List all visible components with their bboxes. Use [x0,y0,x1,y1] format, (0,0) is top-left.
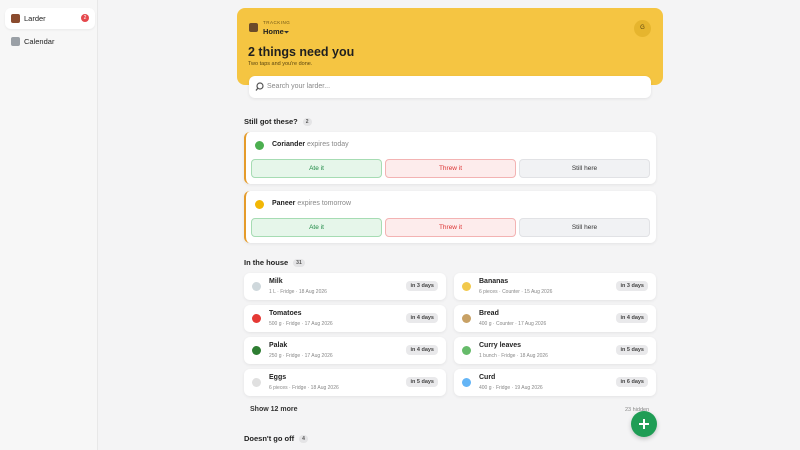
section-label: In the house [244,258,289,267]
action-button[interactable]: Threw it [385,218,516,237]
item-icon [462,346,471,355]
header-subtitle: Two taps and you're done. [248,61,313,67]
item-detail: 1 bunch · Fridge · 18 Aug 2026 [479,353,548,359]
item-card[interactable]: Tomatoes 500 g · Fridge · 17 Aug 2026 in 4… [244,305,446,332]
item-detail: 500 g · Fridge · 17 Aug 2026 [269,321,333,327]
item-card[interactable]: Curry leaves 1 bunch · Fridge · 18 Aug 20… [454,337,656,364]
check-card: Coriander expires today Ate it Threw it Sti… [244,132,656,184]
count-badge: 31 [293,259,305,268]
item-detail: 400 g · Fridge · 19 Aug 2026 [479,385,543,391]
item-card[interactable]: Curd 400 g · Fridge · 19 Aug 2026 in 6 day… [454,369,656,396]
item-icon [252,378,261,387]
nav-label: Calendar [24,37,55,46]
item-status: expires today [307,141,349,148]
count-badge: 2 [302,118,312,127]
item-name: Coriander [272,141,306,148]
action-button[interactable]: Ate it [251,218,382,237]
item-name: Curd [479,374,496,381]
hidden-count: 23 hidden [625,407,650,413]
check-card: Paneer expires tomorrow Ate it Threw it Sti… [244,191,656,243]
action-button[interactable]: Ate it [251,159,382,178]
item-icon [255,200,264,209]
nav-item[interactable]: Calendar [5,31,95,52]
section-label: Still got these? [244,117,298,126]
item-name: Bananas [479,278,509,285]
item-icon [252,346,261,355]
item-icon [252,314,261,323]
item-icon [252,282,261,291]
action-button[interactable]: Threw it [385,159,516,178]
sidebar: Larder 2 Calendar [0,0,98,450]
item-detail: 400 g · Counter · 17 Aug 2026 [479,321,547,327]
section-title: In the house 31 [244,258,305,268]
count-badge: 4 [299,435,308,444]
item-name: Bread [479,310,499,317]
item-card[interactable]: Eggs 6 pieces · Fridge · 18 Aug 2026 in 5 … [244,369,446,396]
item-card[interactable]: Bananas 6 pieces · Counter · 15 Aug 2026 i… [454,273,656,300]
nav-item[interactable]: Larder 2 [5,8,95,29]
item-card[interactable]: Milk 1 L · Fridge · 18 Aug 2026 in 3 days [244,273,446,300]
item-icon [462,378,471,387]
plus-icon [639,419,649,429]
due-pill: in 4 days [406,345,438,355]
item-card[interactable]: Palak 250 g · Fridge · 17 Aug 2026 in 4 da… [244,337,446,364]
nav-icon [11,37,20,46]
item-detail: 6 pieces · Counter · 15 Aug 2026 [479,289,553,295]
due-pill: in 3 days [406,281,438,291]
header-card: TRACKING Home G 2 things need you Two ta… [237,8,663,85]
due-pill: in 3 days [616,281,648,291]
due-pill: in 6 days [616,377,648,387]
item-detail: 250 g · Fridge · 17 Aug 2026 [269,353,333,359]
due-pill: in 4 days [406,313,438,323]
item-status: expires tomorrow [297,200,351,207]
action-button[interactable]: Still here [519,218,650,237]
show-more[interactable]: Show 12 more [250,406,298,413]
location[interactable]: Home [263,27,284,36]
due-pill: in 5 days [616,345,648,355]
add-button[interactable] [631,411,657,437]
item-detail: 6 pieces · Fridge · 18 Aug 2026 [269,385,339,391]
action-button[interactable]: Still here [519,159,650,178]
item-icon [255,141,264,150]
nav-badge: 2 [81,14,89,22]
item-name: Tomatoes [269,310,302,317]
item-name: Milk [269,278,283,285]
item-name: Palak [269,342,288,349]
section-title: Doesn't go off 4 [244,434,308,444]
header-title: 2 things need you [248,45,355,59]
search-placeholder: Search your larder... [267,83,331,90]
check-title: Coriander expires today [272,141,349,148]
home-icon [249,23,258,32]
nav-icon [11,14,20,23]
item-name: Eggs [269,374,287,381]
item-icon [462,314,471,323]
eyebrow: TRACKING [263,20,291,25]
item-detail: 1 L · Fridge · 18 Aug 2026 [269,289,327,295]
item-icon [462,282,471,291]
item-name: Paneer [272,200,296,207]
item-name: Curry leaves [479,342,522,349]
search-icon [255,82,264,91]
due-pill: in 5 days [406,377,438,387]
nav-label: Larder [24,14,46,23]
due-pill: in 4 days [616,313,648,323]
section-title: Still got these? 2 [244,117,312,127]
section-label: Doesn't go off [244,434,295,443]
avatar[interactable]: G [634,20,651,37]
item-card[interactable]: Bread 400 g · Counter · 17 Aug 2026 in 4 d… [454,305,656,332]
check-title: Paneer expires tomorrow [272,200,351,207]
caret [284,31,289,34]
search-box[interactable]: Search your larder... [249,76,651,98]
